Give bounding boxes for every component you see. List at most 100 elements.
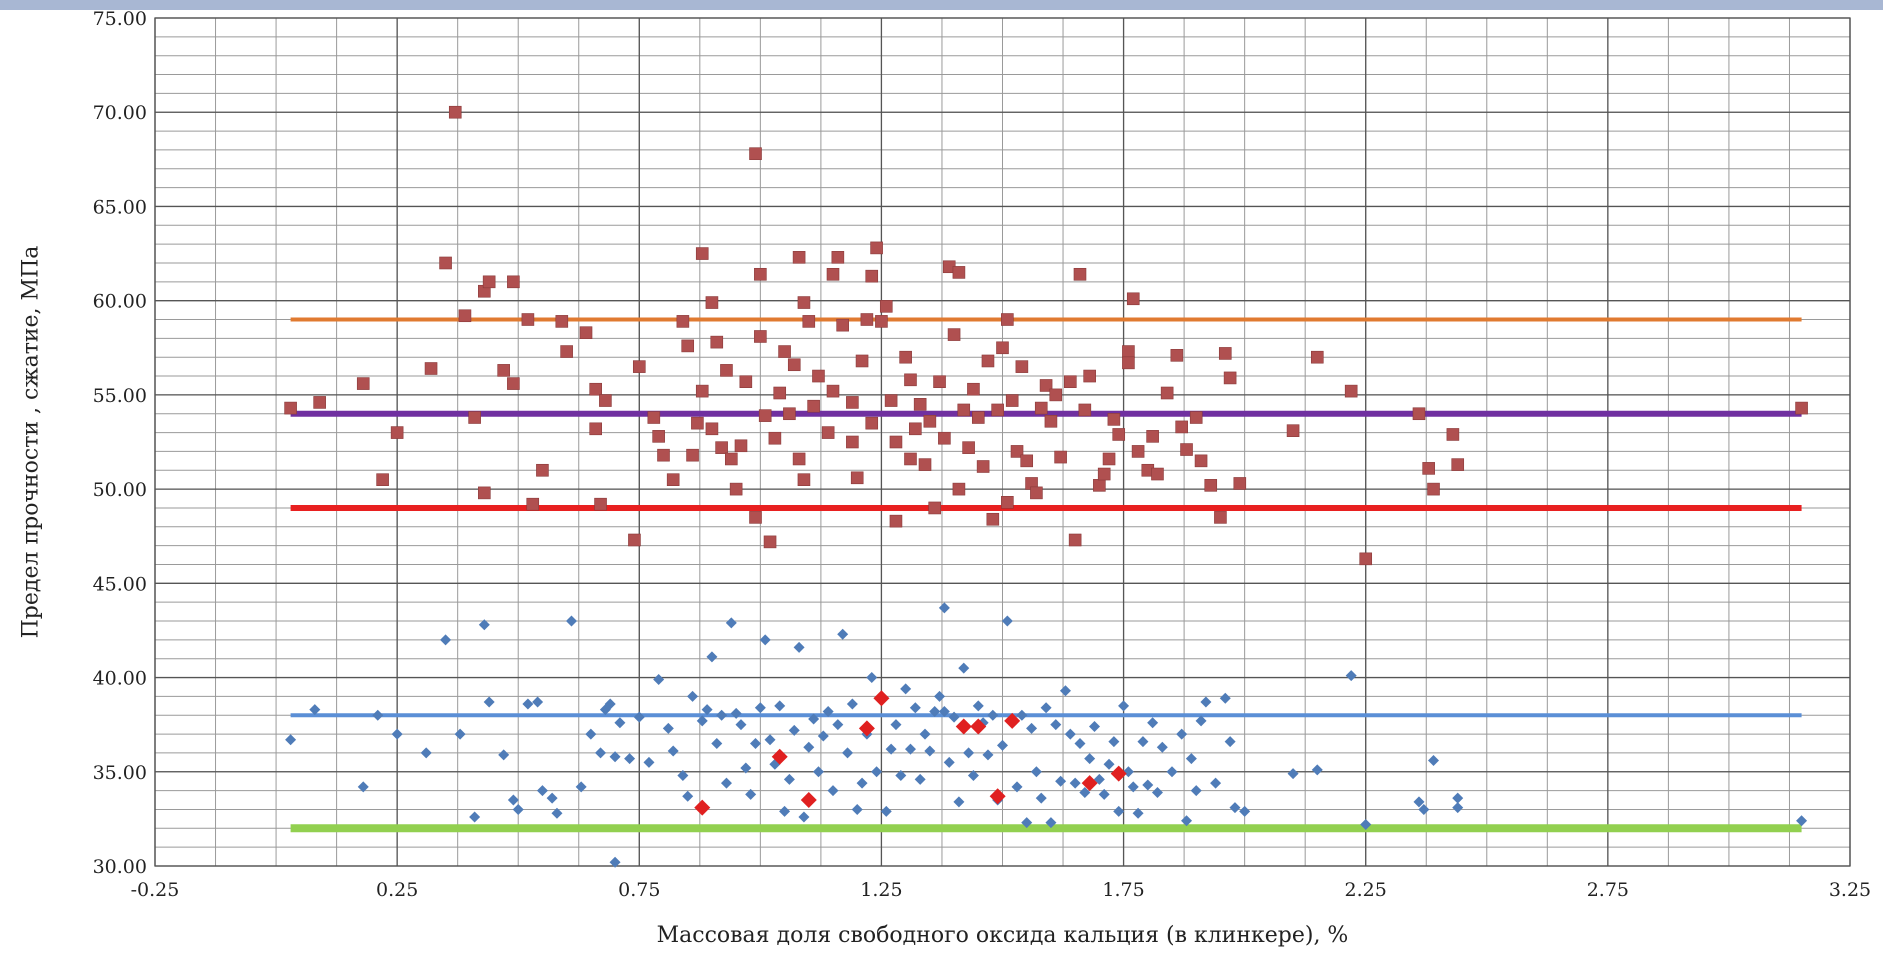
data-point <box>633 711 645 723</box>
data-point <box>846 396 859 409</box>
data-point <box>1146 430 1159 443</box>
data-point <box>507 794 519 806</box>
data-point <box>822 705 834 717</box>
data-point <box>938 431 951 445</box>
data-point <box>478 486 491 500</box>
data-point <box>870 241 883 255</box>
data-points <box>284 105 1808 868</box>
data-point <box>1084 753 1096 765</box>
data-point <box>895 770 907 782</box>
data-point <box>821 426 835 439</box>
data-point <box>1010 445 1024 458</box>
data-point <box>904 373 917 387</box>
data-point <box>947 328 961 341</box>
data-point <box>826 267 840 281</box>
data-point <box>1044 414 1058 428</box>
data-point <box>551 807 563 819</box>
data-point <box>521 313 535 326</box>
data-point <box>997 739 1008 751</box>
data-point <box>1180 443 1193 456</box>
data-point <box>555 315 569 328</box>
data-point <box>970 718 987 735</box>
data-point <box>1035 792 1047 804</box>
data-point <box>676 315 690 328</box>
data-point <box>1089 721 1101 733</box>
data-point <box>1122 356 1135 370</box>
data-point <box>677 770 689 782</box>
data-point <box>900 683 912 695</box>
data-point <box>1210 777 1222 789</box>
data-point <box>807 399 820 413</box>
data-point <box>522 698 534 710</box>
data-point <box>1118 700 1130 712</box>
data-point <box>705 296 719 309</box>
data-point <box>711 738 723 750</box>
x-tick-label: 3.25 <box>1829 879 1871 901</box>
data-point <box>1310 350 1324 364</box>
data-point <box>632 360 646 373</box>
data-point <box>885 743 897 755</box>
data-point <box>546 792 558 804</box>
data-point <box>1079 787 1091 799</box>
data-point <box>1452 792 1464 804</box>
data-point <box>792 452 806 466</box>
data-point <box>1045 817 1057 829</box>
data-point <box>1093 479 1106 492</box>
data-point <box>1428 754 1440 766</box>
data-point <box>1452 802 1464 814</box>
x-tick-label: 2.75 <box>1587 879 1629 901</box>
data-point <box>792 251 806 264</box>
data-point <box>599 394 612 407</box>
data-point <box>783 407 796 421</box>
data-point <box>754 267 767 281</box>
data-point <box>1156 741 1168 753</box>
data-point <box>666 473 680 486</box>
data-point <box>1126 292 1140 306</box>
data-point <box>594 497 607 511</box>
data-point <box>725 617 737 629</box>
data-point <box>1223 371 1237 385</box>
data-point <box>565 615 577 627</box>
data-point <box>1068 533 1082 547</box>
data-point <box>879 300 893 313</box>
data-point <box>1181 815 1193 827</box>
data-point <box>653 673 665 685</box>
data-point <box>1073 267 1087 281</box>
x-tick-labels: -0.25 0.25 0.75 1.25 1.75 2.25 2.75 3.25 <box>131 879 1872 901</box>
data-point <box>390 426 404 439</box>
data-point <box>372 709 384 721</box>
data-point <box>1102 452 1116 466</box>
data-point <box>1239 805 1251 817</box>
x-tick-label: 0.75 <box>618 879 660 901</box>
data-point <box>695 384 709 398</box>
data-point <box>1011 781 1023 793</box>
data-point <box>1021 817 1033 829</box>
data-point <box>1360 819 1372 831</box>
data-point <box>729 482 743 496</box>
data-point <box>1214 511 1227 524</box>
data-point <box>657 448 670 462</box>
data-point <box>681 339 695 353</box>
data-point <box>1189 411 1203 424</box>
y-tick-label: 40.00 <box>93 668 147 690</box>
data-point <box>624 753 636 765</box>
data-point <box>855 354 869 368</box>
data-point <box>924 745 936 757</box>
data-point <box>1016 709 1028 721</box>
data-point <box>356 377 370 390</box>
data-point <box>1233 477 1247 490</box>
data-point <box>850 471 864 485</box>
data-point <box>560 345 573 358</box>
data-point <box>952 266 966 279</box>
data-point <box>873 690 890 707</box>
data-point <box>662 722 674 734</box>
data-point <box>884 394 898 407</box>
data-point <box>957 403 971 417</box>
data-point <box>614 717 626 729</box>
data-point <box>469 811 481 823</box>
data-point <box>826 384 840 398</box>
data-point <box>1344 384 1358 398</box>
data-point <box>498 749 510 761</box>
data-point <box>1015 360 1029 373</box>
data-point <box>696 715 708 727</box>
